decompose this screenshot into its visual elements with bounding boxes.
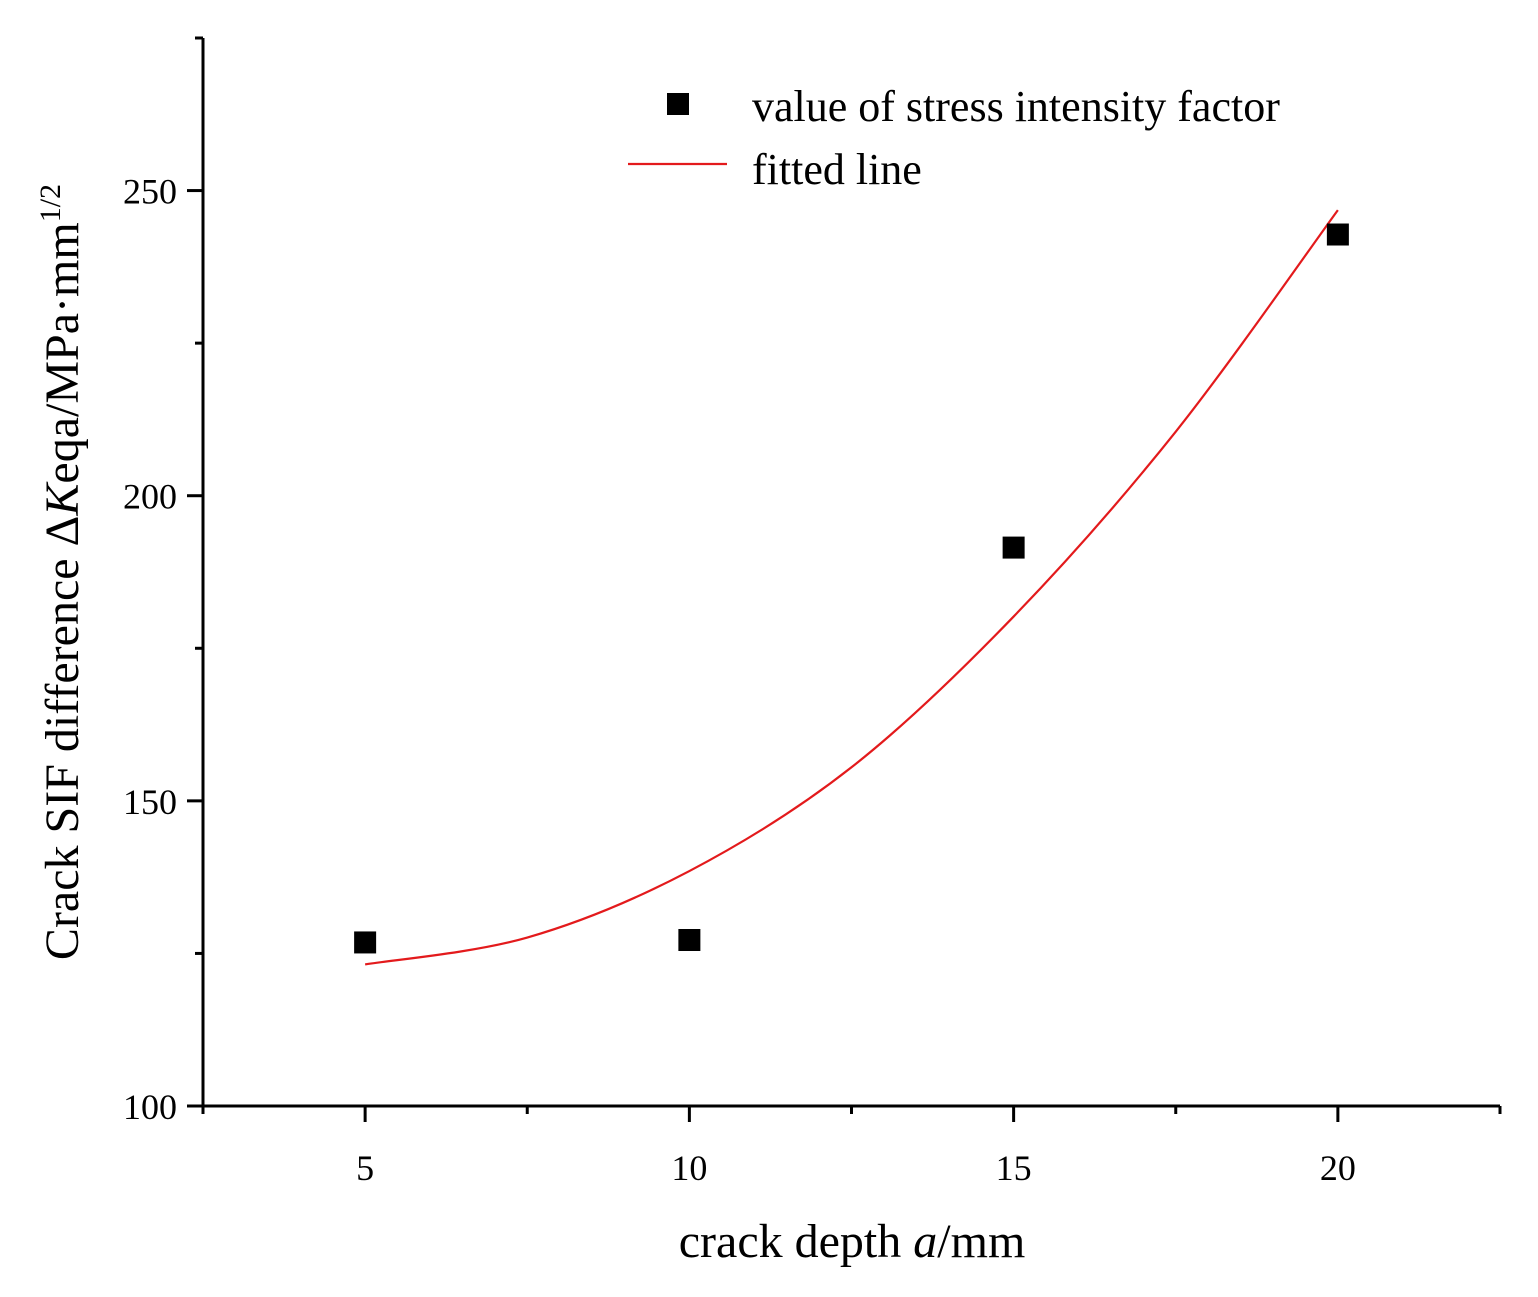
y-tick-label: 200: [123, 477, 177, 517]
data-points: [354, 223, 1349, 954]
data-point: [1002, 536, 1025, 559]
x-axis-title-suffix: /mm: [937, 1215, 1025, 1268]
legend-label-fit: fitted line: [752, 145, 922, 194]
y-axis-title-italic: K: [36, 481, 89, 517]
x-ticks: 5 10 15 20: [201, 1106, 1502, 1188]
x-tick-label: 20: [1320, 1148, 1356, 1188]
x-axis-title-prefix: crack depth: [679, 1215, 914, 1268]
y-tick-label: 250: [123, 172, 177, 212]
legend-marker-square: [667, 93, 689, 115]
data-point: [354, 931, 377, 954]
x-tick-label: 15: [996, 1148, 1032, 1188]
y-axis-title-suffix: eqa/MPa·mm: [36, 222, 89, 483]
y-axis-title-prefix: Crack SIF difference Δ: [36, 516, 89, 961]
y-tick-label: 100: [123, 1087, 177, 1127]
x-tick-label: 5: [356, 1148, 374, 1188]
legend: value of stress intensity factor fitted …: [628, 82, 1280, 194]
data-point: [678, 929, 701, 952]
data-point: [1326, 223, 1349, 246]
x-axis-title-italic: a: [913, 1215, 937, 1268]
legend-label-scatter: value of stress intensity factor: [752, 82, 1280, 131]
y-axis-title: Crack SIF difference ΔKeqa/MPa·mm1/2: [34, 184, 89, 960]
fitted-line: [364, 209, 1339, 966]
y-axis-title-superscript: 1/2: [34, 184, 67, 222]
x-tick-label: 10: [671, 1148, 707, 1188]
x-axis-title: crack depth a/mm: [679, 1215, 1026, 1268]
y-tick-label: 150: [123, 782, 177, 822]
y-ticks: 100 150 200 250: [123, 36, 203, 1127]
